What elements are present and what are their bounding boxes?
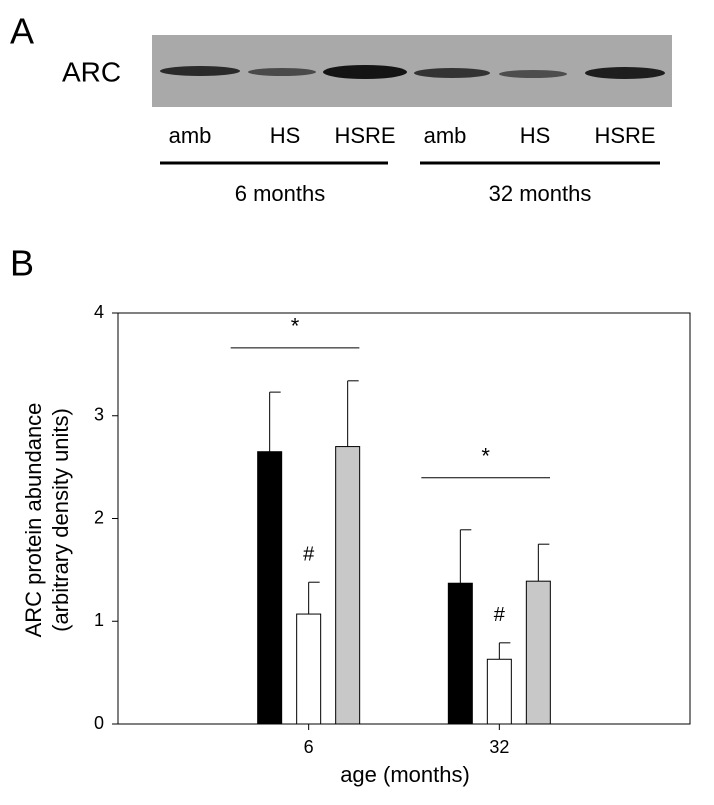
band bbox=[414, 68, 490, 78]
band bbox=[248, 68, 316, 76]
plot-frame bbox=[117, 312, 691, 725]
lane-label: HSRE bbox=[334, 123, 395, 148]
lane-label: amb bbox=[169, 123, 212, 148]
y-tick-label: 4 bbox=[94, 302, 104, 322]
significance-mark: * bbox=[481, 444, 490, 469]
protein-label: ARC bbox=[62, 56, 121, 87]
y-axis-label: (arbitrary density units) bbox=[48, 408, 73, 632]
significance-mark: * bbox=[291, 314, 300, 339]
y-axis-label: ARC protein abundance bbox=[21, 403, 46, 638]
y-tick-label: 2 bbox=[94, 507, 104, 527]
band bbox=[323, 65, 407, 79]
bar bbox=[525, 580, 551, 725]
blot-bands bbox=[160, 65, 665, 79]
group-label: 6 months bbox=[235, 181, 326, 206]
group-label: 32 months bbox=[489, 181, 592, 206]
bar bbox=[257, 451, 283, 725]
hash-mark: # bbox=[494, 604, 506, 626]
lane-label: amb bbox=[424, 123, 467, 148]
band bbox=[499, 70, 567, 78]
x-tick-label: 6 bbox=[304, 737, 314, 757]
y-tick-label: 3 bbox=[94, 405, 104, 425]
x-axis-label: age (months) bbox=[340, 762, 470, 787]
hash-mark: # bbox=[303, 543, 315, 565]
y-tick-label: 1 bbox=[94, 610, 104, 630]
lane-label: HSRE bbox=[594, 123, 655, 148]
bar bbox=[447, 582, 473, 725]
bar bbox=[335, 446, 361, 725]
band bbox=[160, 66, 240, 76]
x-tick-label: 32 bbox=[489, 737, 509, 757]
lane-label: HS bbox=[270, 123, 301, 148]
bar bbox=[486, 658, 512, 725]
panel-label: B bbox=[10, 243, 34, 284]
bar bbox=[296, 613, 322, 725]
band bbox=[585, 67, 665, 79]
panel-label: A bbox=[10, 11, 34, 52]
lane-label: HS bbox=[520, 123, 551, 148]
y-tick-label: 0 bbox=[94, 713, 104, 733]
